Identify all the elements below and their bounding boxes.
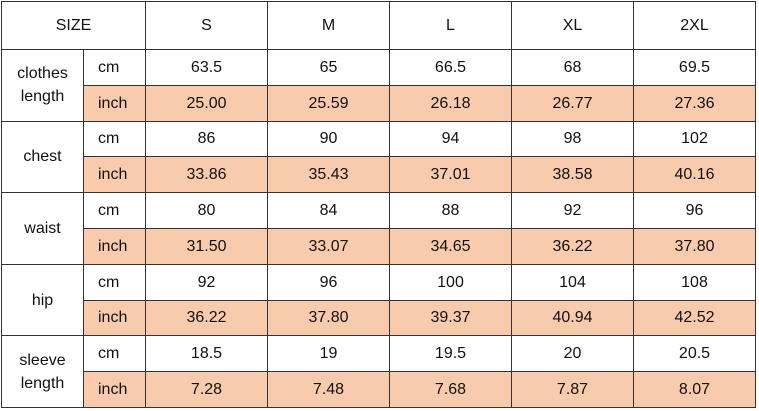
- unit-cell: cm: [83, 263, 146, 301]
- value-cell: 33.86: [145, 156, 268, 194]
- value-cell: 33.07: [267, 227, 390, 265]
- table-row: inch 33.86 35.43 37.01 38.58 40.16: [2, 156, 756, 194]
- value-cell: 100: [389, 263, 512, 301]
- value-cell: 26.77: [511, 84, 634, 122]
- value-cell: 35.43: [267, 156, 390, 194]
- value-cell: 20.5: [633, 335, 756, 373]
- value-cell: 27.36: [633, 84, 756, 122]
- value-cell: 19.5: [389, 335, 512, 373]
- value-cell: 102: [633, 120, 756, 158]
- value-cell: 38.58: [511, 156, 634, 194]
- value-cell: 98: [511, 120, 634, 158]
- header-cell: S: [145, 1, 268, 50]
- unit-cell: inch: [83, 84, 146, 122]
- value-cell: 66.5: [389, 49, 512, 86]
- value-cell: 7.87: [511, 371, 634, 408]
- header-cell: M: [267, 1, 390, 50]
- value-cell: 84: [267, 192, 390, 229]
- value-cell: 37.01: [389, 156, 512, 194]
- value-cell: 18.5: [145, 335, 268, 373]
- value-cell: 37.80: [267, 299, 390, 337]
- header-cell: XL: [511, 1, 634, 50]
- value-cell: 104: [511, 263, 634, 301]
- value-cell: 42.52: [633, 299, 756, 337]
- measure-label: chest: [1, 120, 84, 194]
- measure-label: hip: [1, 263, 84, 337]
- table-row: sleeve length cm 18.5 19 19.5 20 20.5: [1, 335, 756, 408]
- value-cell: 90: [267, 120, 390, 158]
- value-cell: 25.59: [267, 84, 390, 122]
- unit-cell: inch: [83, 299, 146, 337]
- value-cell: 25.00: [145, 84, 268, 122]
- value-cell: 7.48: [267, 371, 390, 408]
- unit-cell: cm: [83, 120, 146, 158]
- table-row: inch 7.28 7.48 7.68 7.87 8.07: [2, 371, 756, 408]
- table-row: waist cm 80 84 88 92 96: [1, 192, 756, 265]
- unit-cell: cm: [83, 192, 146, 229]
- value-cell: 19: [267, 335, 390, 373]
- measure-label: sleeve length: [1, 335, 84, 408]
- value-cell: 86: [145, 120, 268, 158]
- value-cell: 63.5: [145, 49, 268, 86]
- unit-cell: cm: [83, 335, 146, 373]
- table-row: hip cm 92 96 100 104 108: [1, 263, 756, 337]
- value-cell: 65: [267, 49, 390, 86]
- value-cell: 108: [633, 263, 756, 301]
- table-row: inch 31.50 33.07 34.65 36.22 37.80: [2, 227, 756, 265]
- value-cell: 80: [145, 192, 268, 229]
- header-cell: SIZE: [1, 1, 146, 50]
- value-cell: 36.22: [511, 227, 634, 265]
- value-cell: 20: [511, 335, 634, 373]
- value-cell: 34.65: [389, 227, 512, 265]
- table-row: inch 36.22 37.80 39.37 40.94 42.52: [2, 299, 756, 337]
- value-cell: 31.50: [145, 227, 268, 265]
- unit-cell: cm: [83, 49, 146, 86]
- value-cell: 26.18: [389, 84, 512, 122]
- value-cell: 36.22: [145, 299, 268, 337]
- value-cell: 37.80: [633, 227, 756, 265]
- value-cell: 69.5: [633, 49, 756, 86]
- unit-cell: inch: [83, 227, 146, 265]
- value-cell: 88: [389, 192, 512, 229]
- unit-cell: inch: [83, 156, 146, 194]
- value-cell: 92: [511, 192, 634, 229]
- header-cell: L: [389, 1, 512, 50]
- value-cell: 68: [511, 49, 634, 86]
- unit-cell: inch: [83, 371, 146, 408]
- value-cell: 92: [145, 263, 268, 301]
- value-cell: 40.94: [511, 299, 634, 337]
- measure-label: clothes length: [1, 49, 84, 122]
- value-cell: 94: [389, 120, 512, 158]
- value-cell: 40.16: [633, 156, 756, 194]
- table-row: clothes length cm 63.5 65 66.5 68 69.5: [1, 49, 756, 122]
- value-cell: 7.68: [389, 371, 512, 408]
- value-cell: 7.28: [145, 371, 268, 408]
- table-row: chest cm 86 90 94 98 102: [1, 120, 756, 194]
- table-row: inch 25.00 25.59 26.18 26.77 27.36: [2, 84, 756, 122]
- header-cell: 2XL: [633, 1, 756, 50]
- value-cell: 96: [633, 192, 756, 229]
- measure-label: waist: [1, 192, 84, 265]
- value-cell: 96: [267, 263, 390, 301]
- value-cell: 39.37: [389, 299, 512, 337]
- header-row: SIZE S M L XL 2XL: [1, 1, 756, 50]
- value-cell: 8.07: [633, 371, 756, 408]
